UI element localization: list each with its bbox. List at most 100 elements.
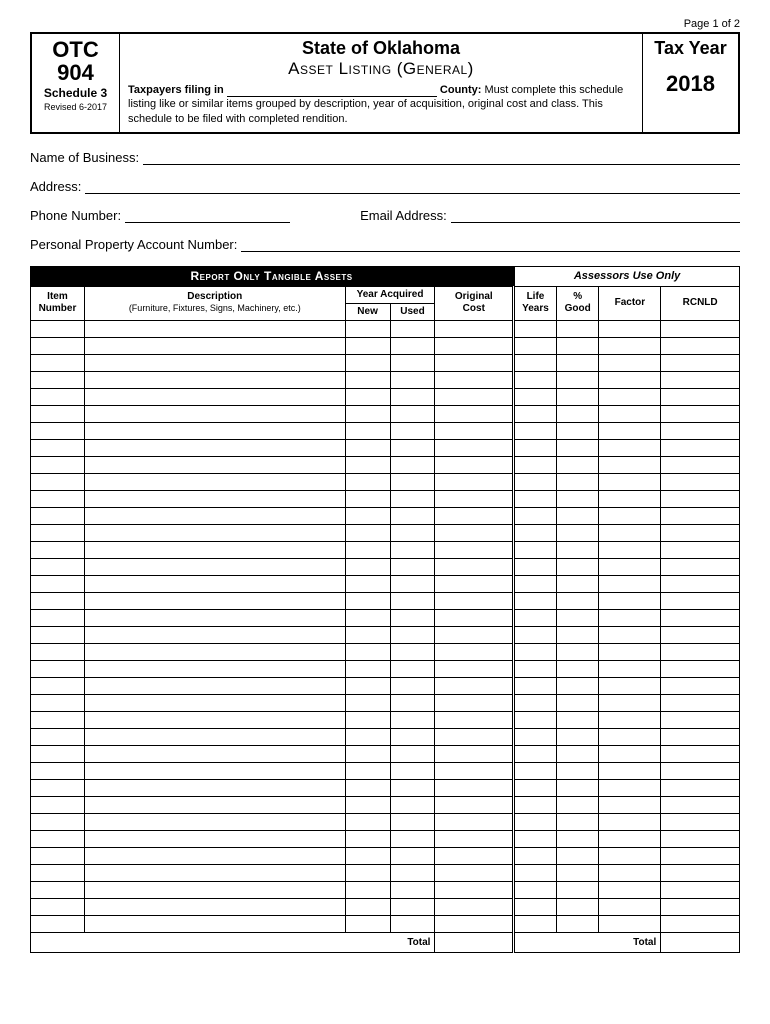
table-cell[interactable] bbox=[345, 541, 390, 558]
table-cell[interactable] bbox=[84, 592, 345, 609]
table-cell[interactable] bbox=[390, 337, 435, 354]
table-cell[interactable] bbox=[84, 711, 345, 728]
table-cell[interactable] bbox=[661, 422, 740, 439]
table-cell[interactable] bbox=[31, 609, 85, 626]
table-cell[interactable] bbox=[345, 779, 390, 796]
table-cell[interactable] bbox=[661, 320, 740, 337]
table-cell[interactable] bbox=[31, 337, 85, 354]
table-cell[interactable] bbox=[390, 864, 435, 881]
table-cell[interactable] bbox=[84, 320, 345, 337]
table-cell[interactable] bbox=[599, 575, 661, 592]
table-cell[interactable] bbox=[390, 439, 435, 456]
table-cell[interactable] bbox=[556, 354, 599, 371]
table-cell[interactable] bbox=[345, 677, 390, 694]
table-cell[interactable] bbox=[390, 898, 435, 915]
table-cell[interactable] bbox=[435, 660, 514, 677]
table-cell[interactable] bbox=[556, 558, 599, 575]
table-cell[interactable] bbox=[84, 830, 345, 847]
table-cell[interactable] bbox=[84, 354, 345, 371]
table-cell[interactable] bbox=[84, 575, 345, 592]
table-cell[interactable] bbox=[390, 779, 435, 796]
table-cell[interactable] bbox=[599, 507, 661, 524]
table-cell[interactable] bbox=[599, 762, 661, 779]
table-cell[interactable] bbox=[661, 677, 740, 694]
table-cell[interactable] bbox=[514, 558, 557, 575]
table-cell[interactable] bbox=[661, 881, 740, 898]
table-cell[interactable] bbox=[514, 813, 557, 830]
table-cell[interactable] bbox=[84, 507, 345, 524]
table-cell[interactable] bbox=[661, 609, 740, 626]
table-cell[interactable] bbox=[31, 473, 85, 490]
table-cell[interactable] bbox=[31, 643, 85, 660]
table-cell[interactable] bbox=[599, 864, 661, 881]
table-cell[interactable] bbox=[661, 592, 740, 609]
table-cell[interactable] bbox=[599, 830, 661, 847]
table-cell[interactable] bbox=[84, 626, 345, 643]
table-cell[interactable] bbox=[514, 745, 557, 762]
table-cell[interactable] bbox=[31, 762, 85, 779]
table-cell[interactable] bbox=[514, 320, 557, 337]
table-cell[interactable] bbox=[514, 609, 557, 626]
table-cell[interactable] bbox=[435, 439, 514, 456]
table-cell[interactable] bbox=[556, 796, 599, 813]
table-cell[interactable] bbox=[599, 388, 661, 405]
table-cell[interactable] bbox=[390, 830, 435, 847]
table-cell[interactable] bbox=[556, 643, 599, 660]
table-cell[interactable] bbox=[345, 728, 390, 745]
table-cell[interactable] bbox=[345, 830, 390, 847]
table-cell[interactable] bbox=[556, 422, 599, 439]
table-cell[interactable] bbox=[599, 728, 661, 745]
table-cell[interactable] bbox=[556, 745, 599, 762]
table-cell[interactable] bbox=[514, 660, 557, 677]
table-cell[interactable] bbox=[514, 473, 557, 490]
table-cell[interactable] bbox=[599, 847, 661, 864]
table-cell[interactable] bbox=[390, 405, 435, 422]
table-cell[interactable] bbox=[514, 592, 557, 609]
table-cell[interactable] bbox=[345, 388, 390, 405]
table-cell[interactable] bbox=[390, 745, 435, 762]
table-cell[interactable] bbox=[599, 694, 661, 711]
table-cell[interactable] bbox=[84, 337, 345, 354]
table-cell[interactable] bbox=[661, 354, 740, 371]
table-cell[interactable] bbox=[556, 915, 599, 932]
table-cell[interactable] bbox=[556, 830, 599, 847]
table-cell[interactable] bbox=[390, 320, 435, 337]
table-cell[interactable] bbox=[661, 745, 740, 762]
table-cell[interactable] bbox=[514, 864, 557, 881]
table-cell[interactable] bbox=[435, 371, 514, 388]
table-cell[interactable] bbox=[345, 881, 390, 898]
table-cell[interactable] bbox=[661, 830, 740, 847]
table-cell[interactable] bbox=[435, 643, 514, 660]
table-cell[interactable] bbox=[31, 507, 85, 524]
table-cell[interactable] bbox=[31, 524, 85, 541]
table-cell[interactable] bbox=[514, 354, 557, 371]
table-cell[interactable] bbox=[556, 694, 599, 711]
table-cell[interactable] bbox=[599, 592, 661, 609]
table-cell[interactable] bbox=[435, 456, 514, 473]
table-cell[interactable] bbox=[390, 490, 435, 507]
table-cell[interactable] bbox=[435, 847, 514, 864]
name-input-line[interactable] bbox=[143, 151, 740, 165]
table-cell[interactable] bbox=[661, 694, 740, 711]
table-cell[interactable] bbox=[435, 575, 514, 592]
table-cell[interactable] bbox=[514, 388, 557, 405]
table-cell[interactable] bbox=[599, 898, 661, 915]
table-cell[interactable] bbox=[435, 405, 514, 422]
table-cell[interactable] bbox=[435, 592, 514, 609]
table-cell[interactable] bbox=[345, 320, 390, 337]
table-cell[interactable] bbox=[345, 762, 390, 779]
table-cell[interactable] bbox=[599, 558, 661, 575]
table-cell[interactable] bbox=[661, 473, 740, 490]
table-cell[interactable] bbox=[435, 711, 514, 728]
table-cell[interactable] bbox=[84, 405, 345, 422]
table-cell[interactable] bbox=[661, 456, 740, 473]
table-cell[interactable] bbox=[599, 405, 661, 422]
table-cell[interactable] bbox=[599, 337, 661, 354]
table-cell[interactable] bbox=[84, 677, 345, 694]
table-cell[interactable] bbox=[435, 609, 514, 626]
table-cell[interactable] bbox=[31, 541, 85, 558]
table-cell[interactable] bbox=[345, 898, 390, 915]
table-cell[interactable] bbox=[514, 490, 557, 507]
table-cell[interactable] bbox=[31, 915, 85, 932]
table-cell[interactable] bbox=[345, 405, 390, 422]
